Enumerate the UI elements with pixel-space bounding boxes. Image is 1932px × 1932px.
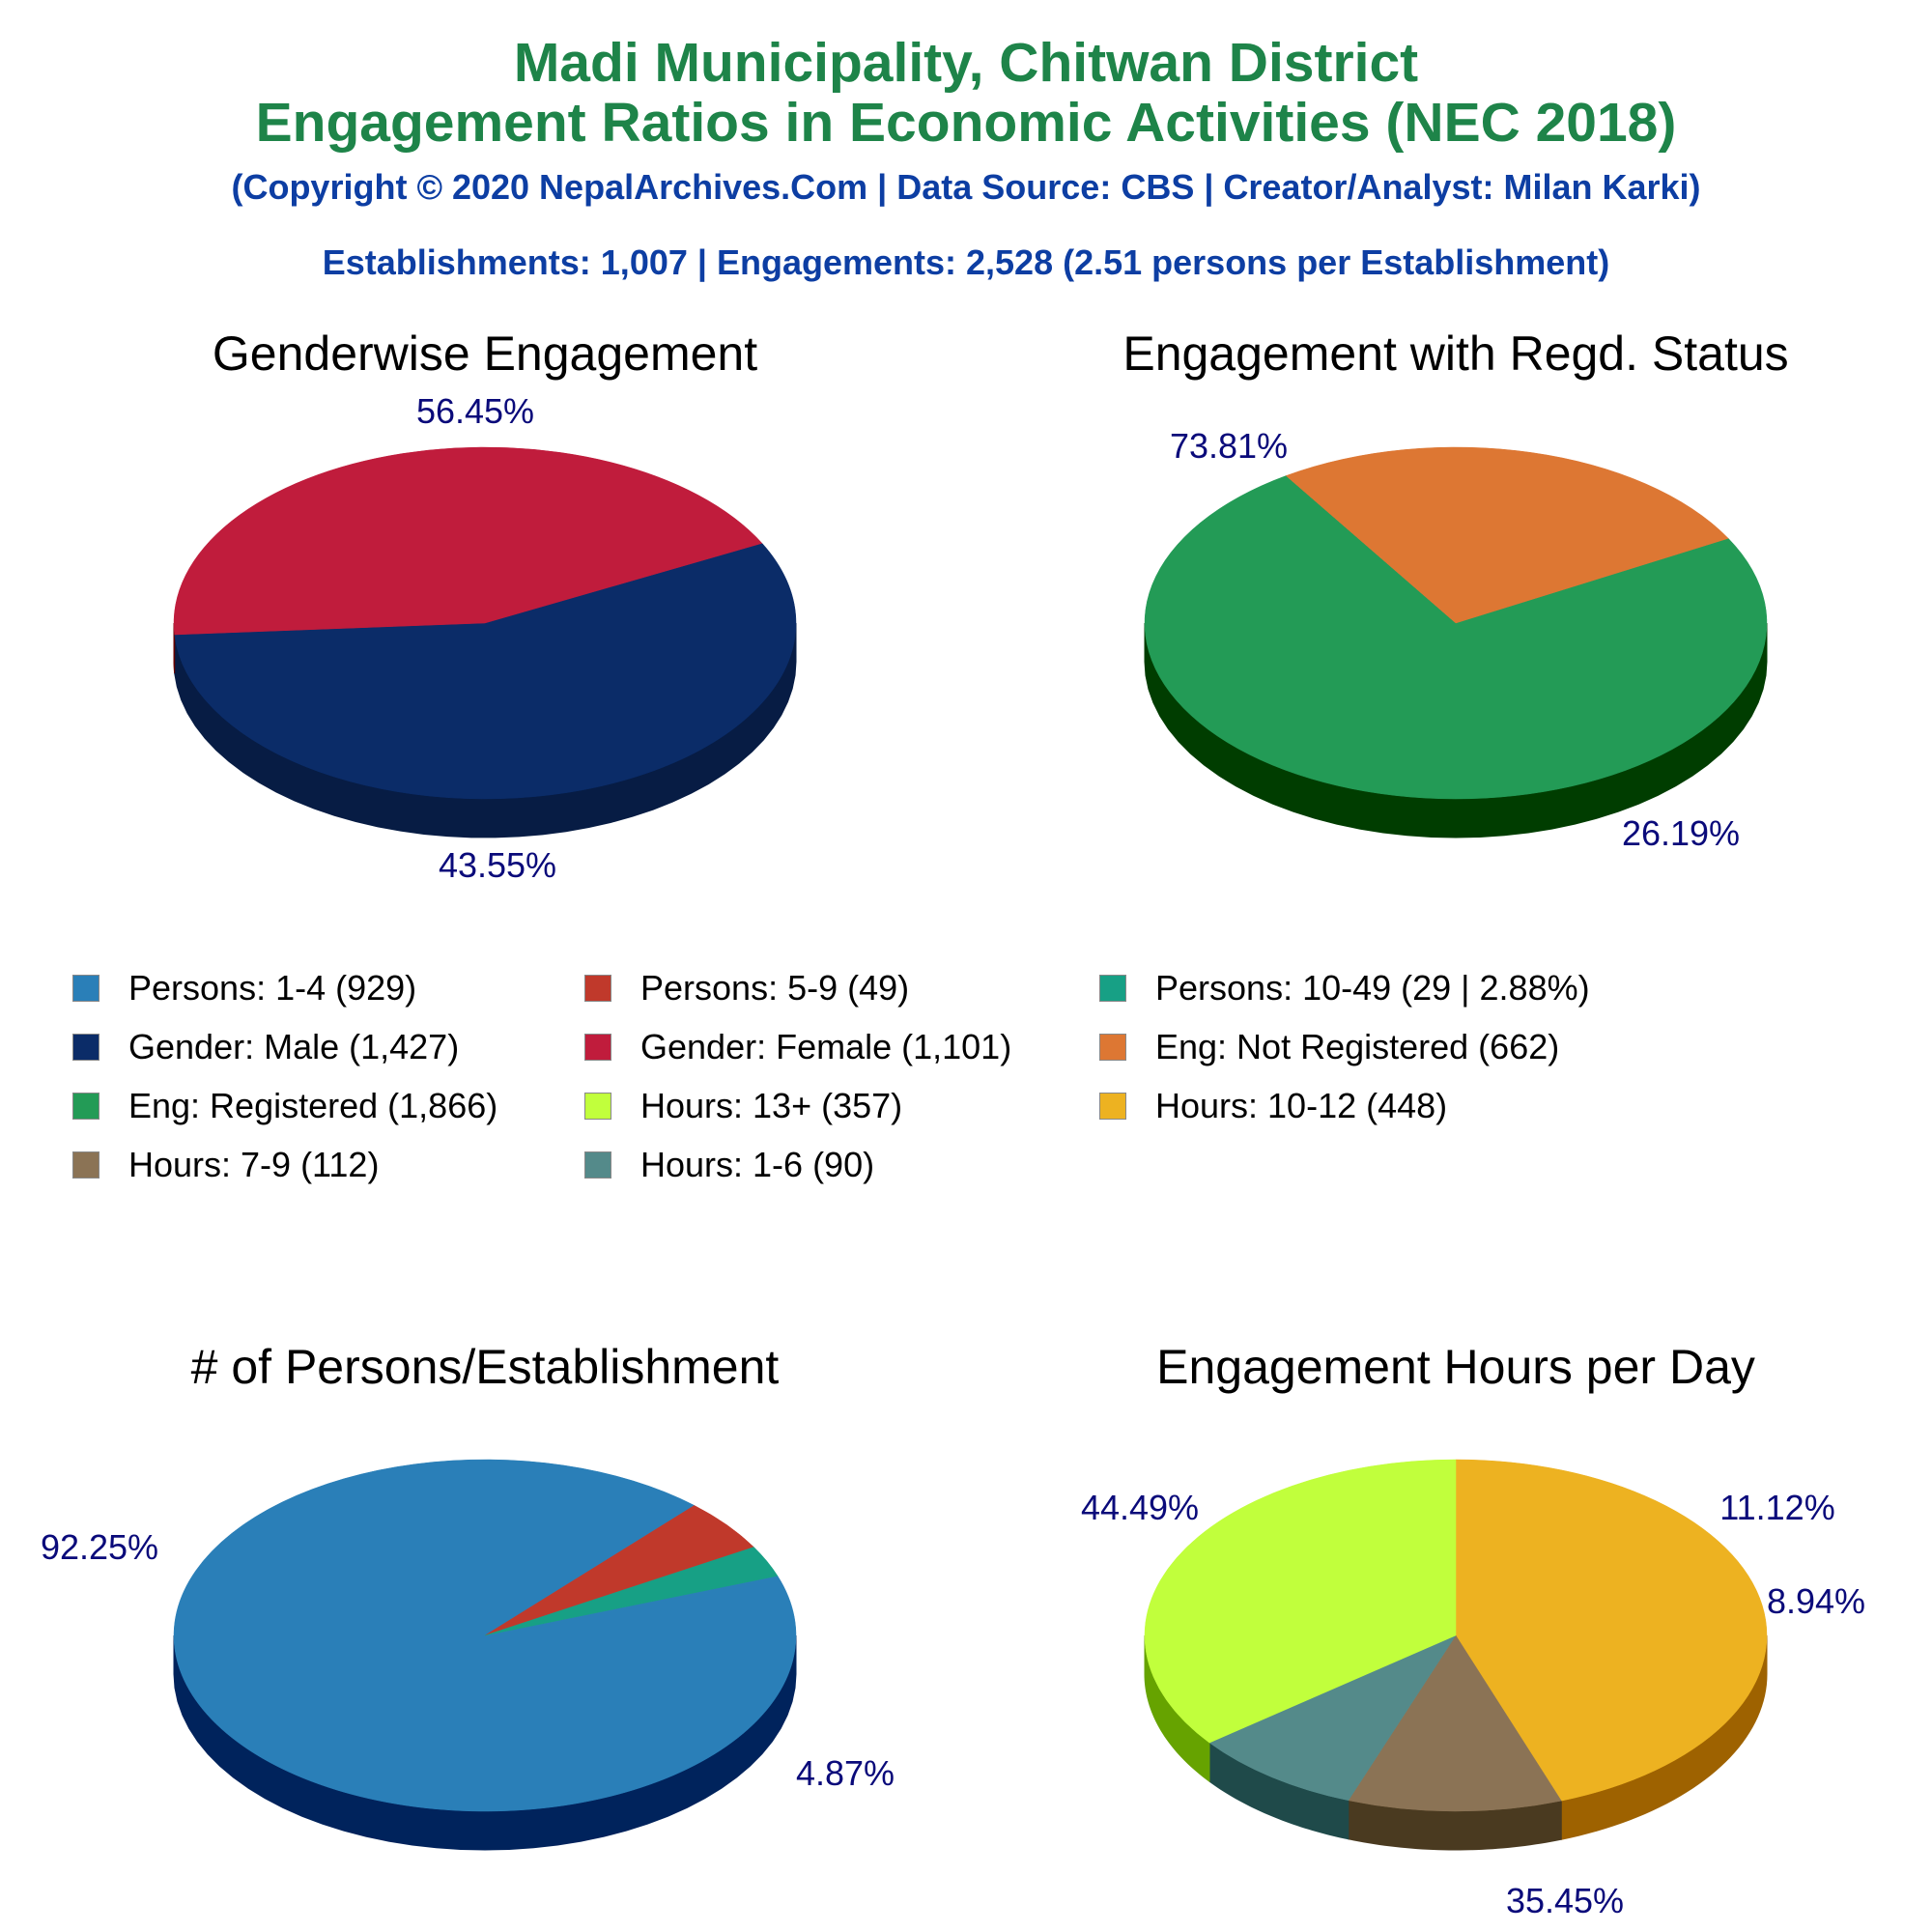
legend-item: Persons: 1-4 (929) [72, 966, 416, 1010]
legend-swatch [72, 1151, 99, 1179]
copyright-subtitle: (Copyright © 2020 NepalArchives.Com | Da… [231, 167, 1701, 207]
pie-title: Engagement with Regd. Status [1122, 327, 1788, 381]
pie-percent-label: 44.49% [1081, 1488, 1199, 1527]
pie-chart: # of Persons/Establishment 92.25% 4.87% [41, 1340, 895, 1851]
legend-swatch [1099, 1034, 1126, 1061]
legend-label: Eng: Not Registered (662) [1155, 1027, 1560, 1066]
legend-item: Hours: 1-6 (90) [584, 1143, 874, 1187]
legend-label: Hours: 10-12 (448) [1155, 1086, 1448, 1125]
pie-percent-label: 4.87% [796, 1753, 895, 1793]
pie-percent-label: 56.45% [416, 391, 534, 431]
legend-swatch [584, 1093, 611, 1120]
pie-slice [1455, 1459, 1768, 1802]
pie-percent-label: 43.55% [439, 845, 556, 885]
legend-label: Gender: Male (1,427) [128, 1027, 460, 1066]
legend-item: Hours: 10-12 (448) [1099, 1084, 1447, 1128]
pie-percent-label: 11.12% [1719, 1488, 1834, 1527]
legend-item: Eng: Registered (1,866) [72, 1084, 497, 1128]
legend-swatch [584, 975, 611, 1002]
legend-swatch [1099, 1093, 1126, 1120]
legend-swatch [1099, 975, 1126, 1002]
legend-item: Persons: 5-9 (49) [584, 966, 909, 1010]
legend-swatch [584, 1151, 611, 1179]
pie-chart: Engagement with Regd. Status 73.81% 26.19% [1122, 327, 1788, 853]
pie-slice [1208, 1634, 1457, 1802]
pie-title: # of Persons/Establishment [191, 1340, 780, 1394]
pie-title: Genderwise Engagement [213, 327, 757, 381]
legend-label: Hours: 1-6 (90) [640, 1145, 875, 1184]
pie-slice [1348, 1634, 1562, 1812]
legend-item: Hours: 13+ (357) [584, 1084, 902, 1128]
legend-item: Persons: 10-49 (29 | 2.88%) [1099, 966, 1590, 1010]
legend-item: Gender: Female (1,101) [584, 1025, 1011, 1069]
legend-label: Persons: 10-49 (29 | 2.88%) [1155, 968, 1590, 1008]
pie-slice [173, 446, 763, 636]
summary-stats: Establishments: 1,007 | Engagements: 2,5… [322, 242, 1610, 282]
chart-title-line-2: Engagement Ratios in Economic Activities… [255, 92, 1677, 154]
pie-slice [1285, 446, 1729, 624]
legend-label: Persons: 5-9 (49) [640, 968, 910, 1008]
legend-label: Hours: 13+ (357) [640, 1086, 903, 1125]
pie-chart: Engagement Hours per Day 44.49% 11.12% 8.94… [1081, 1340, 1865, 1920]
pie-slice [1144, 1459, 1457, 1744]
legend-label: Persons: 1-4 (929) [128, 968, 417, 1008]
pie-title: Engagement Hours per Day [1156, 1340, 1755, 1394]
legend-item: Gender: Male (1,427) [72, 1025, 459, 1069]
pie-chart: Genderwise Engagement 56.45% 43.55% [173, 327, 797, 885]
legend-swatch [584, 1034, 611, 1061]
pie-percent-label: 26.19% [1622, 813, 1740, 853]
chart-title-line-1: Madi Municipality, Chitwan District [513, 32, 1419, 94]
pie-percent-label: 92.25% [41, 1527, 158, 1567]
pie-slice [174, 543, 797, 800]
pie-percent-label: 73.81% [1170, 426, 1288, 466]
pie-percent-label: 35.45% [1506, 1881, 1624, 1920]
pie-percent-label: 8.94% [1767, 1581, 1865, 1621]
legend-label: Hours: 7-9 (112) [128, 1145, 380, 1184]
legend-item: Eng: Not Registered (662) [1099, 1025, 1559, 1069]
legend-swatch [72, 1034, 99, 1061]
pie-slice [1144, 475, 1768, 800]
pie-slice [484, 1547, 779, 1636]
legend-label: Eng: Registered (1,866) [128, 1086, 498, 1125]
legend-label: Gender: Female (1,101) [640, 1027, 1012, 1066]
legend-item: Hours: 7-9 (112) [72, 1143, 379, 1187]
legend-swatch [72, 975, 99, 1002]
legend-swatch [72, 1093, 99, 1120]
